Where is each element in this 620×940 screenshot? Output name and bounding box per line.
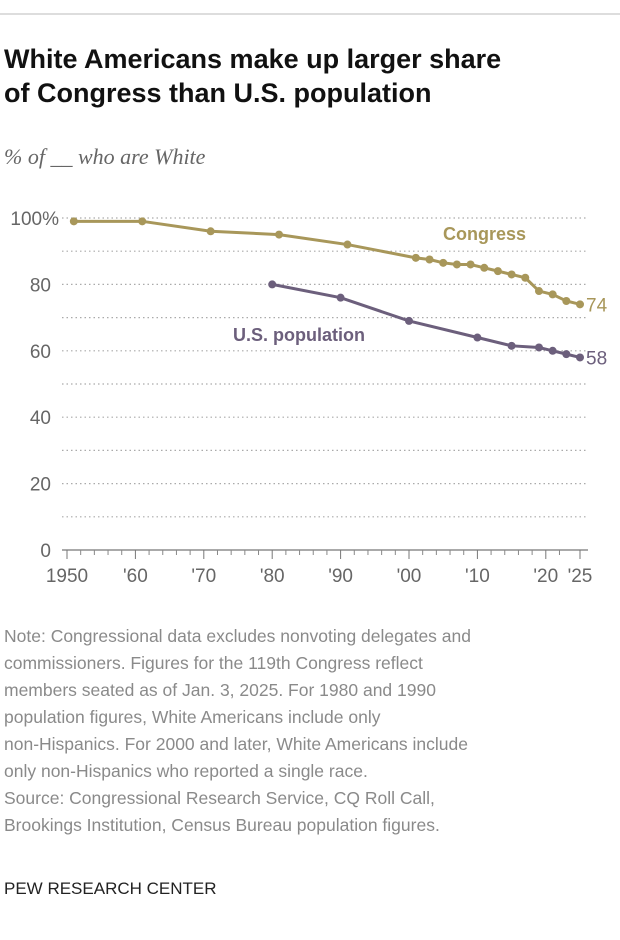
y-tick-label: 40 [30,408,51,429]
data-point [275,230,284,239]
end-label: 58 [586,348,607,369]
x-tick-label: '60 [123,566,148,587]
note: members seated as of Jan. 3, 2025. For 1… [4,680,436,700]
data-point [534,287,543,296]
chart-title: White Americans make up larger share [4,44,501,74]
data-point [507,341,516,350]
end-label: 74 [586,295,608,316]
data-point [425,255,434,264]
x-tick-label: '20 [533,566,558,587]
data-point [521,273,530,282]
x-tick-label: '70 [191,566,216,587]
data-point [439,258,448,267]
x-tick-label: '00 [397,566,422,587]
footer: PEW RESEARCH CENTER [4,879,217,898]
series-line [271,282,581,359]
data-point [405,316,413,325]
data-point [576,353,584,362]
y-tick-label: 80 [30,275,51,296]
data-point [69,217,78,226]
data-point [548,346,557,355]
y-tick-label: 20 [30,475,51,496]
legend-label: Congress [443,224,526,244]
data-point [138,217,147,226]
data-point [480,263,489,272]
x-tick-label: '90 [328,566,353,587]
data-point [268,280,277,289]
data-point [411,253,420,262]
subtitle: % of __ who are White [4,144,206,169]
x-tick-label: '10 [465,566,490,587]
data-point [534,343,543,352]
data-point [548,290,557,299]
chart-title: of Congress than U.S. population [4,78,432,108]
y-tick-label: 60 [30,342,51,363]
data-point [452,260,461,269]
note: only non-Hispanics who reported a single… [4,761,368,781]
data-point [473,333,482,342]
data-point [493,267,502,276]
data-point [336,293,345,302]
data-point [562,297,571,305]
note: population figures, White Americans incl… [4,707,381,727]
data-point [206,227,215,236]
source: Source: Congressional Research Service, … [4,788,435,808]
note: Note: Congressional data excludes nonvot… [4,626,471,646]
data-point [576,300,584,309]
data-point [562,350,571,359]
y-tick-label: 100% [10,209,59,230]
data-point [466,260,475,269]
y-tick-label: 0 [40,541,51,562]
data-point [343,240,352,249]
source: Brookings Institution, Census Bureau pop… [4,815,440,835]
data-point [507,270,516,279]
note: non-Hispanics. For 2000 and later, White… [4,734,468,754]
x-tick-label: '80 [260,566,285,587]
x-tick-label: '25 [568,566,593,587]
legend-label: U.S. population [233,325,365,345]
note: commissioners. Figures for the 119th Con… [4,653,423,673]
x-tick-label: 1950 [46,566,88,587]
